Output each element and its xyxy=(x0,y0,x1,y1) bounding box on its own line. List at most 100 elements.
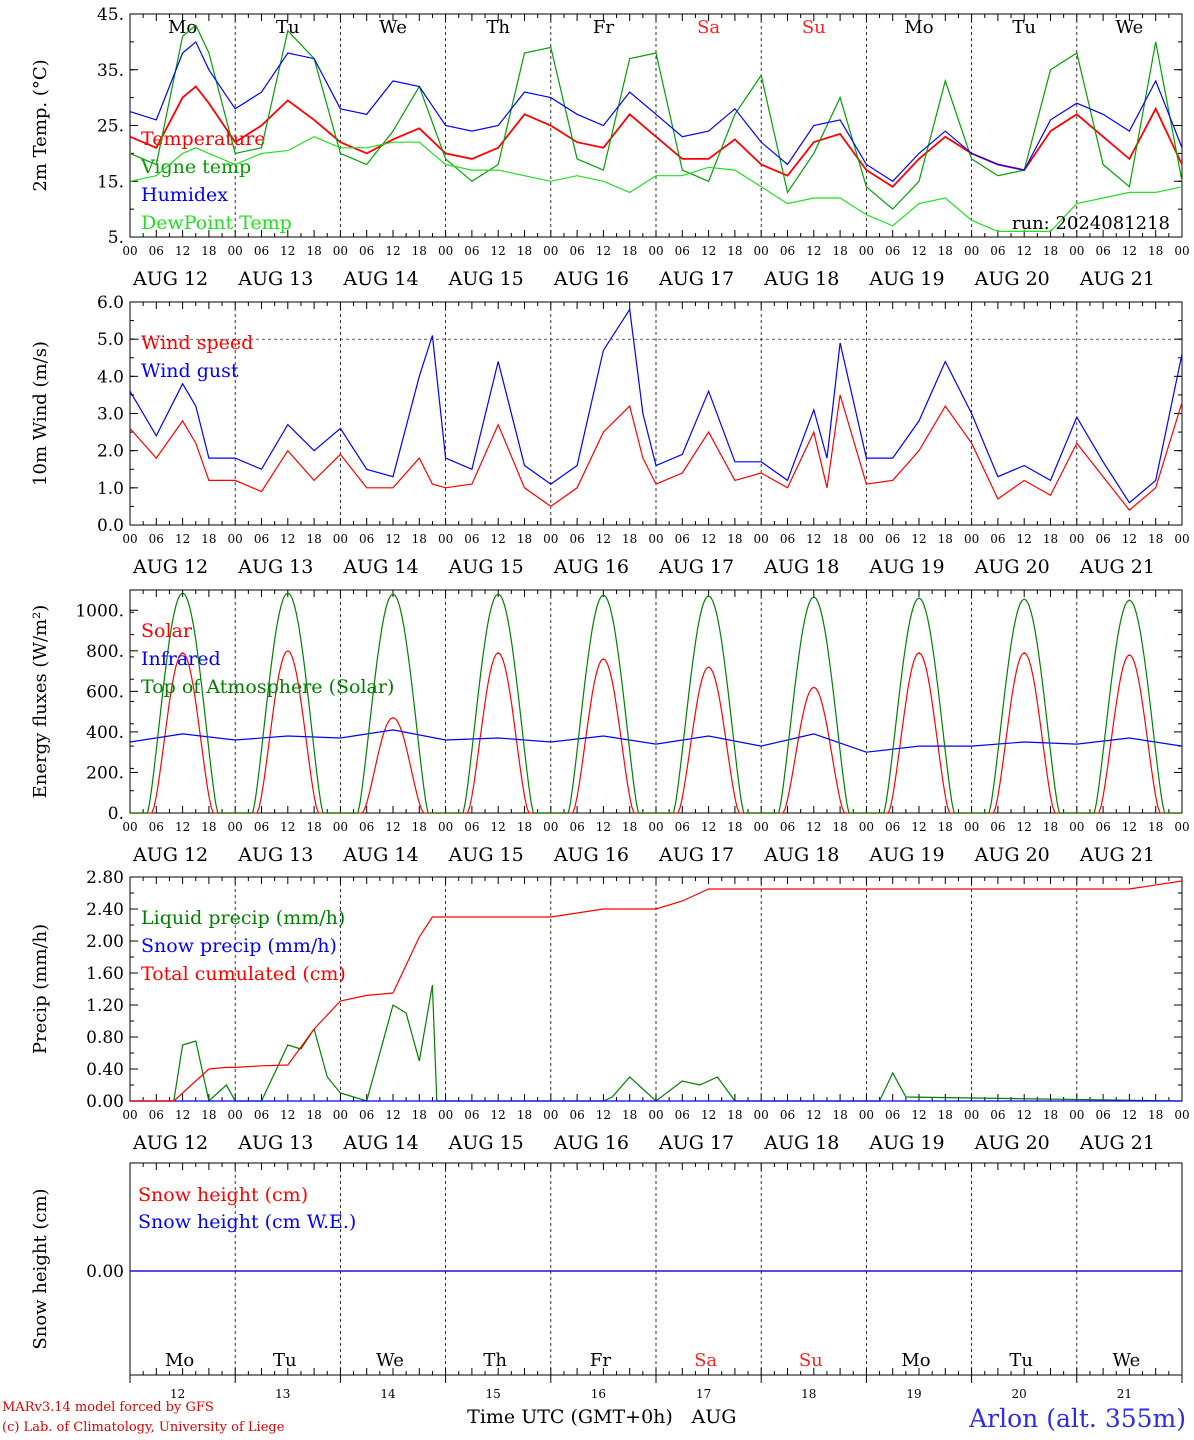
hour-label: 12 xyxy=(701,244,716,258)
hour-label: 00 xyxy=(754,820,769,834)
hour-label: 00 xyxy=(1069,820,1084,834)
day-label: AUG 14 xyxy=(342,1132,418,1154)
weekday-label: Sa xyxy=(694,1350,717,1371)
y-tick-label: 400. xyxy=(86,723,124,743)
y-axis-label: 2m Temp. (°C) xyxy=(30,59,51,191)
series-line-1-4 xyxy=(129,136,1183,232)
hour-label: 06 xyxy=(569,820,584,834)
hour-label: 12 xyxy=(175,244,190,258)
hour-label: 18 xyxy=(306,1108,321,1122)
day-label: AUG 18 xyxy=(763,844,839,866)
day-label: AUG 16 xyxy=(553,556,629,578)
hour-label: 06 xyxy=(1095,244,1110,258)
hour-label: 06 xyxy=(464,532,479,546)
y-tick-label: 5.0 xyxy=(97,330,124,350)
hour-label: 06 xyxy=(149,1108,164,1122)
weekday-label: We xyxy=(1113,1350,1141,1371)
hour-label: 06 xyxy=(885,1108,900,1122)
hour-label: 18 xyxy=(412,1108,427,1122)
y-tick-label: 25. xyxy=(97,117,124,137)
hour-label: 06 xyxy=(359,1108,374,1122)
y-tick-label: 200. xyxy=(86,763,124,783)
hour-label: 12 xyxy=(596,820,611,834)
day-number: 15 xyxy=(486,1387,501,1401)
lab-credit: (c) Lab. of Climatology, University of L… xyxy=(2,1420,285,1435)
legend-entry: Infrared xyxy=(141,648,221,670)
series-line-2-2 xyxy=(129,307,1183,504)
weekday-label: Tu xyxy=(276,17,300,38)
hour-label: 12 xyxy=(1017,532,1032,546)
hour-label: 06 xyxy=(780,820,795,834)
hour-label: 12 xyxy=(280,1108,295,1122)
hour-label: 12 xyxy=(280,244,295,258)
hour-label: 18 xyxy=(832,820,847,834)
day-label: AUG 20 xyxy=(974,268,1050,290)
hour-label: 12 xyxy=(385,532,400,546)
day-label: AUG 13 xyxy=(237,1132,313,1154)
day-label: AUG 16 xyxy=(553,844,629,866)
legend-entry: Temperature xyxy=(141,128,265,150)
hour-label: 12 xyxy=(596,244,611,258)
hour-label: 12 xyxy=(280,820,295,834)
hour-label: 00 xyxy=(859,532,874,546)
hour-label: 18 xyxy=(938,244,953,258)
hour-label: 12 xyxy=(1122,532,1137,546)
hour-label: 00 xyxy=(228,820,243,834)
hour-label: 00 xyxy=(543,1108,558,1122)
hour-label: 12 xyxy=(280,532,295,546)
hour-label: 12 xyxy=(385,1108,400,1122)
hour-label: 12 xyxy=(911,1108,926,1122)
day-label: AUG 13 xyxy=(237,268,313,290)
legend-entry: Snow height (cm W.E.) xyxy=(138,1211,356,1233)
hour-label: 06 xyxy=(1095,532,1110,546)
hour-label: 12 xyxy=(491,244,506,258)
hour-label: 00 xyxy=(1069,244,1084,258)
hour-label: 00 xyxy=(333,244,348,258)
legend-entry: Humidex xyxy=(141,184,228,206)
hour-label: 06 xyxy=(464,1108,479,1122)
hour-label: 06 xyxy=(149,532,164,546)
hour-label: 06 xyxy=(780,532,795,546)
legend-entry: Wind speed xyxy=(141,332,253,354)
hour-label: 00 xyxy=(1069,532,1084,546)
plot-frame-3 xyxy=(129,589,1183,814)
y-axis-label: Snow height (cm) xyxy=(30,1188,51,1349)
hour-label: 18 xyxy=(1043,244,1058,258)
day-label: AUG 18 xyxy=(763,556,839,578)
hour-label: 00 xyxy=(964,244,979,258)
hour-label: 00 xyxy=(964,532,979,546)
hour-label: 06 xyxy=(359,820,374,834)
hour-label: 06 xyxy=(359,244,374,258)
hour-label: 18 xyxy=(832,1108,847,1122)
hour-label: 00 xyxy=(648,532,663,546)
y-tick-label: 1000. xyxy=(75,601,124,621)
y-tick-label: 600. xyxy=(86,682,124,702)
hour-label: 00 xyxy=(754,532,769,546)
hour-label: 12 xyxy=(911,820,926,834)
hour-label: 18 xyxy=(201,532,216,546)
hour-label: 06 xyxy=(780,244,795,258)
y-tick-label: 1.20 xyxy=(86,996,124,1016)
hour-label: 00 xyxy=(122,532,137,546)
model-credit: MARv3.14 model forced by GFS xyxy=(2,1400,214,1415)
legend-entry: Wind gust xyxy=(141,360,239,382)
hour-label: 12 xyxy=(1122,244,1137,258)
weekday-label: Sa xyxy=(697,17,720,38)
hour-label: 06 xyxy=(885,532,900,546)
hour-label: 12 xyxy=(491,1108,506,1122)
day-number: 19 xyxy=(906,1387,921,1401)
hour-label: 00 xyxy=(754,1108,769,1122)
hour-label: 12 xyxy=(175,1108,190,1122)
hour-label: 18 xyxy=(1043,820,1058,834)
hour-label: 18 xyxy=(1148,532,1163,546)
y-tick-label: 800. xyxy=(86,642,124,662)
hour-label: 00 xyxy=(1174,820,1189,834)
legend-entry: Solar xyxy=(141,620,193,642)
hour-label: 18 xyxy=(622,244,637,258)
day-label: AUG 15 xyxy=(448,844,524,866)
weekday-label: We xyxy=(376,1350,404,1371)
hour-label: 18 xyxy=(1148,820,1163,834)
weekday-label: Mo xyxy=(168,17,197,38)
day-label: AUG 14 xyxy=(342,268,418,290)
